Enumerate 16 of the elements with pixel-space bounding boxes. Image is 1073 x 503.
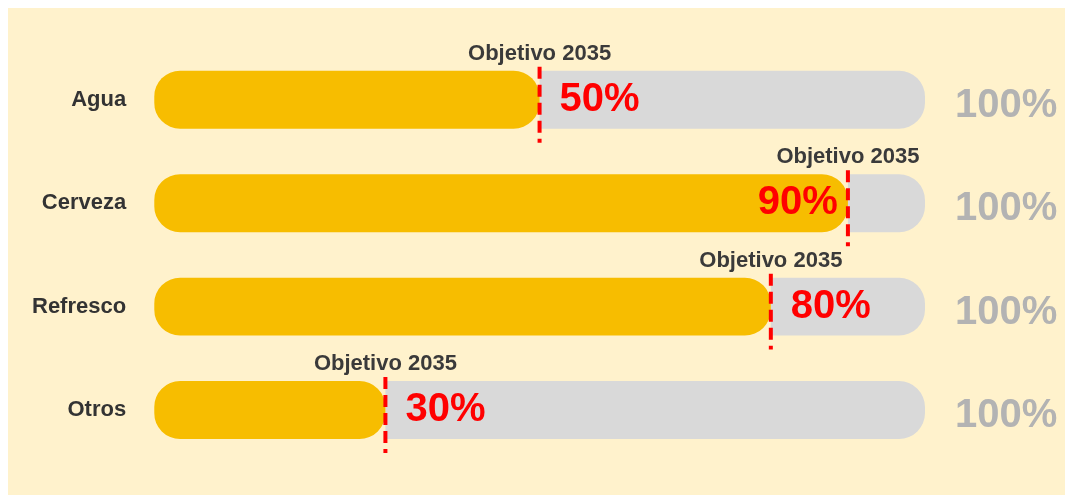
- annotation: Objetivo 2035: [313, 350, 457, 376]
- total-label: 100%: [955, 80, 1058, 125]
- total-label: 100%: [955, 287, 1058, 332]
- data-label: 90%: [757, 178, 838, 223]
- total-label: 100%: [955, 391, 1058, 436]
- annotation: Objetivo 2035: [468, 39, 612, 65]
- y-tick-label: Refresco: [32, 292, 127, 318]
- annotation: Objetivo 2035: [776, 143, 920, 169]
- y-tick-label: Agua: [71, 85, 127, 111]
- y-tick-label: Otros: [67, 396, 127, 422]
- data-label: 80%: [790, 281, 871, 326]
- annotation: Objetivo 2035: [699, 246, 843, 272]
- y-tick-label: Cerveza: [41, 189, 127, 215]
- total-label: 100%: [955, 184, 1058, 229]
- data-label: 30%: [405, 385, 486, 430]
- data-label: 50%: [559, 74, 640, 119]
